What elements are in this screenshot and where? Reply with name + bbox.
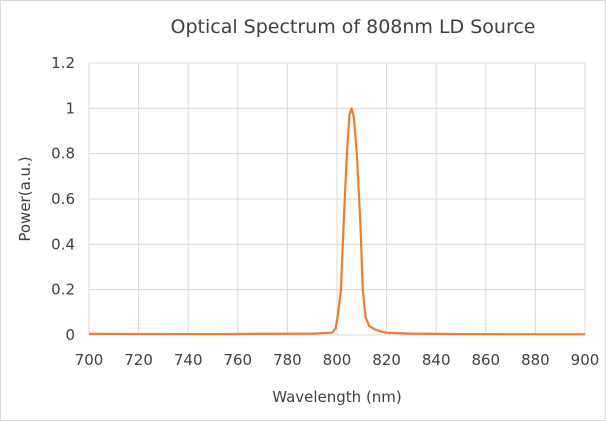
x-tick-label: 740 [174,351,203,369]
x-tick-label: 700 [75,351,104,369]
x-axis-label: Wavelength (nm) [272,388,402,406]
y-tick-label: 1.2 [51,54,75,72]
y-tick-label: 0.4 [51,235,75,253]
y-axis-label: Power(a.u.) [16,156,34,241]
x-tick-label: 880 [521,351,550,369]
y-tick-label: 0.6 [51,190,75,208]
y-tick-label: 0.2 [51,281,75,299]
x-tick-label: 840 [422,351,451,369]
x-tick-label: 820 [372,351,401,369]
x-tick-label: 720 [124,351,153,369]
x-tick-label: 900 [571,351,600,369]
x-tick-label: 780 [273,351,302,369]
x-tick-label: 800 [323,351,352,369]
x-tick-label: 760 [223,351,252,369]
y-tick-label: 0.8 [51,145,75,163]
y-tick-label: 1 [65,99,75,117]
spectrum-line [88,107,586,336]
chart-title: Optical Spectrum of 808nm LD Source [171,16,536,38]
y-tick-label: 0 [65,326,75,344]
x-tick-label: 860 [471,351,500,369]
